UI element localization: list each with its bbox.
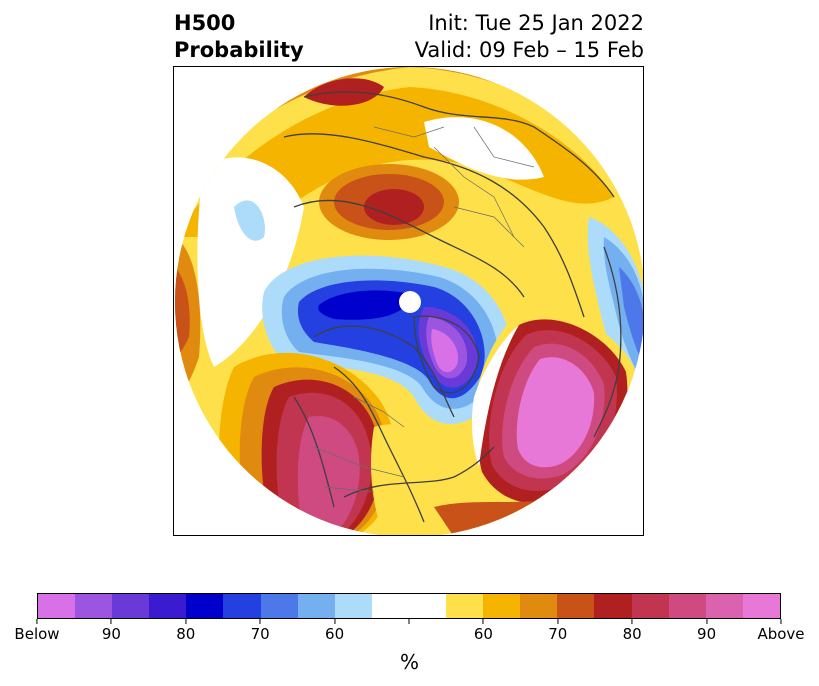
colorbar-tick: 90 xyxy=(102,619,121,643)
init-date: Init: Tue 25 Jan 2022 xyxy=(428,11,644,35)
colorbar-tick: 70 xyxy=(548,619,567,643)
colorbar-cell xyxy=(446,594,484,618)
colorbar-tick xyxy=(408,619,410,625)
colorbar-tick-label: 60 xyxy=(325,625,345,643)
coastlines xyxy=(283,91,622,523)
map-frame xyxy=(173,66,644,536)
title-line-2: Probability xyxy=(174,38,304,62)
date-info: Init: Tue 25 Jan 2022 Valid: 09 Feb – 15… xyxy=(415,10,644,64)
colorbar-cell xyxy=(149,594,187,618)
colorbar-cell xyxy=(594,594,632,618)
colorbar-cell xyxy=(668,594,706,618)
colorbar-tick-label: 80 xyxy=(622,625,642,643)
colorbar-tick: 90 xyxy=(697,619,716,643)
colorbar-cell xyxy=(334,594,372,618)
colorbar-tick-label: 60 xyxy=(473,625,493,643)
colorbar-cell xyxy=(408,594,447,618)
colorbar-cell xyxy=(75,594,113,618)
colorbar-tick-label: Above xyxy=(757,625,805,643)
colorbar-tick-label: 70 xyxy=(250,625,270,643)
colorbar-cell xyxy=(557,594,595,618)
country-borders xyxy=(313,126,535,493)
colorbar-tick-label: 90 xyxy=(697,625,717,643)
colorbar-ticks: Below 90 80 70 60 60 70 80 90 Above xyxy=(14,619,805,647)
colorbar-tick: Below xyxy=(14,619,60,643)
colorbar-cell xyxy=(483,594,521,618)
colorbar-cell xyxy=(112,594,150,618)
colorbar-cell xyxy=(520,594,558,618)
colorbar-cell xyxy=(223,594,261,618)
north-pole-mask xyxy=(399,291,421,313)
colorbar-tick: 60 xyxy=(325,619,344,643)
colorbar-cell xyxy=(631,594,669,618)
colorbar-cell xyxy=(742,594,780,618)
colorbar-unit: % xyxy=(399,650,419,674)
valid-period: Valid: 09 Feb – 15 Feb xyxy=(414,38,644,62)
colorbar-tick-label: 80 xyxy=(176,625,196,643)
colorbar-tick-label: Below xyxy=(14,625,60,643)
colorbar-tick: 80 xyxy=(176,619,195,643)
colorbar xyxy=(37,593,781,619)
colorbar-cell xyxy=(186,594,224,618)
colorbar-cell xyxy=(705,594,743,618)
title-line-1: H500 xyxy=(174,11,236,35)
colorbar-cell xyxy=(38,594,76,618)
colorbar-tick: 70 xyxy=(251,619,270,643)
colorbar-tick: 60 xyxy=(474,619,493,643)
probability-map xyxy=(175,67,643,535)
colorbar-tick: 80 xyxy=(623,619,642,643)
colorbar-tick: Above xyxy=(757,619,805,643)
colorbar-tick-label: 90 xyxy=(101,625,121,643)
map-title: H500 Probability xyxy=(174,10,304,64)
colorbar-tick-label: 70 xyxy=(548,625,568,643)
colorbar-cell xyxy=(260,594,298,618)
colorbar-cell xyxy=(297,594,335,618)
colorbar-cell xyxy=(371,594,409,618)
